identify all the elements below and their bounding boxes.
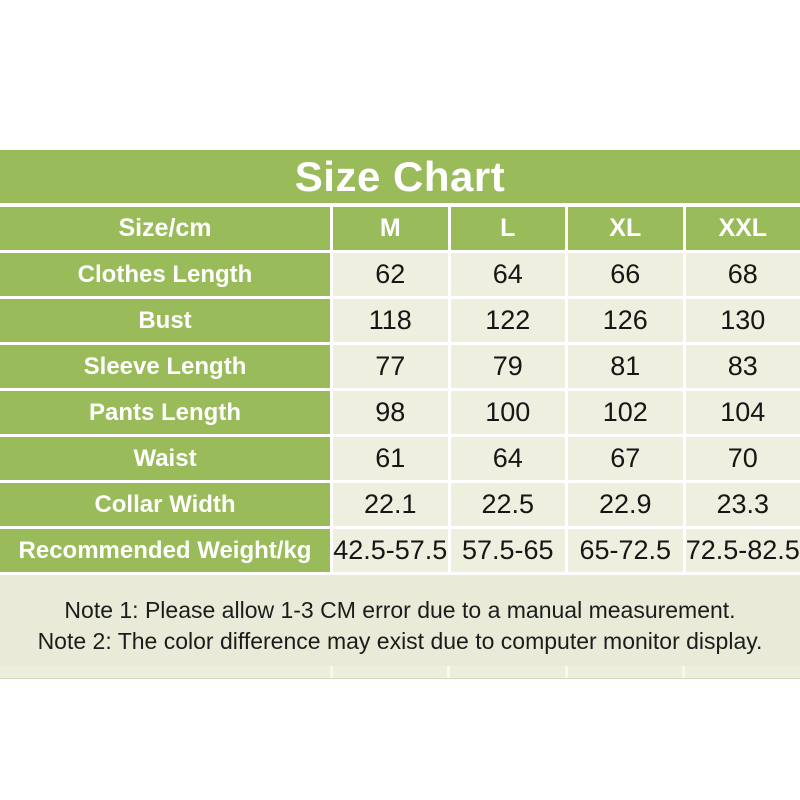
- table-cell: 72.5-82.5: [685, 529, 800, 572]
- table-cell: 57.5-65: [450, 529, 565, 572]
- table-cell: 64: [450, 253, 565, 296]
- table-cell: 77: [333, 345, 448, 388]
- table-row-recommended-weight: Recommended Weight/kg 42.5-57.5 57.5-65 …: [0, 529, 800, 572]
- table-cell: 23.3: [685, 483, 800, 526]
- table-cell: 61: [333, 437, 448, 480]
- grid-ghost-divider: [565, 666, 568, 678]
- table-cell: 83: [685, 345, 800, 388]
- header-cell-size-cm: Size/cm: [0, 207, 330, 250]
- header-cell-xl: XL: [568, 207, 683, 250]
- row-label: Bust: [0, 299, 330, 342]
- grid-ghost-divider: [330, 666, 333, 678]
- table-cell: 70: [685, 437, 800, 480]
- table-cell: 62: [333, 253, 448, 296]
- grid-ghost-divider: [447, 666, 450, 678]
- table-cell: 68: [685, 253, 800, 296]
- size-chart-title-bar: Size Chart: [0, 150, 800, 203]
- table-header-row: Size/cm M L XL XXL: [0, 207, 800, 250]
- table-row-waist: Waist 61 64 67 70: [0, 437, 800, 480]
- table-row-collar-width: Collar Width 22.1 22.5 22.9 23.3: [0, 483, 800, 526]
- notes-panel: Note 1: Please allow 1-3 CM error due to…: [0, 575, 800, 666]
- header-cell-l: L: [450, 207, 565, 250]
- table-cell: 65-72.5: [568, 529, 683, 572]
- row-label: Waist: [0, 437, 330, 480]
- table-row-pants-length: Pants Length 98 100 102 104: [0, 391, 800, 434]
- table-cell: 42.5-57.5: [333, 529, 448, 572]
- size-chart: Size Chart Size/cm M L XL XXL Clothes Le…: [0, 150, 800, 679]
- table-cell: 122: [450, 299, 565, 342]
- grid-ghost-row: [0, 666, 800, 679]
- size-chart-title: Size Chart: [294, 152, 506, 200]
- table-cell: 118: [333, 299, 448, 342]
- grid-ghost-divider: [682, 666, 685, 678]
- table-cell: 66: [568, 253, 683, 296]
- row-label: Recommended Weight/kg: [0, 529, 330, 572]
- table-row-clothes-length: Clothes Length 62 64 66 68: [0, 253, 800, 296]
- note-line-1: Note 1: Please allow 1-3 CM error due to…: [64, 597, 736, 623]
- table-cell: 100: [450, 391, 565, 434]
- table-cell: 22.5: [450, 483, 565, 526]
- table-cell: 67: [568, 437, 683, 480]
- table-cell: 102: [568, 391, 683, 434]
- header-cell-xxl: XXL: [685, 207, 800, 250]
- note-line-2: Note 2: The color difference may exist d…: [37, 628, 763, 654]
- table-cell: 79: [450, 345, 565, 388]
- table-cell: 81: [568, 345, 683, 388]
- header-cell-m: M: [333, 207, 448, 250]
- table-cell: 22.1: [333, 483, 448, 526]
- table-row-bust: Bust 118 122 126 130: [0, 299, 800, 342]
- row-label: Collar Width: [0, 483, 330, 526]
- row-label: Clothes Length: [0, 253, 330, 296]
- row-label: Sleeve Length: [0, 345, 330, 388]
- table-cell: 64: [450, 437, 565, 480]
- table-row-sleeve-length: Sleeve Length 77 79 81 83: [0, 345, 800, 388]
- table-cell: 130: [685, 299, 800, 342]
- table-cell: 126: [568, 299, 683, 342]
- row-label: Pants Length: [0, 391, 330, 434]
- table-cell: 98: [333, 391, 448, 434]
- table-cell: 104: [685, 391, 800, 434]
- table-cell: 22.9: [568, 483, 683, 526]
